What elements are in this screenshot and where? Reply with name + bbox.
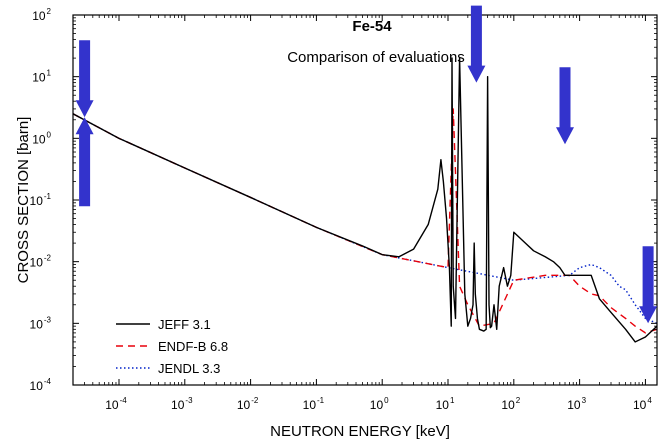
x-tick-label: 10-1 <box>303 396 325 412</box>
legend-label-jendl: JENDL 3.3 <box>158 361 220 376</box>
series-layer <box>73 57 657 343</box>
annotation-arrow-down <box>467 5 486 83</box>
series-line-jeff-3-1 <box>73 57 657 343</box>
y-tick-label: 10-1 <box>30 192 52 208</box>
legend-label-endf: ENDF-B 6.8 <box>158 339 228 354</box>
series-line-jendl-3-3 <box>73 113 657 324</box>
series-line-endf-b-6-8 <box>73 108 657 334</box>
chart-subtitle: Comparison of evaluations <box>287 49 465 66</box>
legend-label-jeff: JEFF 3.1 <box>158 317 211 332</box>
x-tick-label: 10-4 <box>105 396 127 412</box>
arrow-layer <box>75 5 658 324</box>
y-tick-label: 10-2 <box>30 254 52 270</box>
x-tick-label: 104 <box>633 396 652 412</box>
x-tick-label: 103 <box>567 396 586 412</box>
annotation-arrow-up <box>75 117 94 207</box>
y-tick-label: 100 <box>32 130 51 146</box>
chart-title: Fe-54 <box>352 18 392 35</box>
annotation-arrow-down <box>556 67 574 145</box>
y-tick-label: 101 <box>32 69 51 85</box>
y-tick-label: 102 <box>32 7 51 23</box>
y-tick-label: 10-3 <box>30 315 52 331</box>
y-axis-title: CROSS SECTION [barn] <box>15 117 32 284</box>
x-tick-label: 101 <box>436 396 455 412</box>
x-axis-title: NEUTRON ENERGY [keV] <box>270 423 450 440</box>
x-tick-label: 102 <box>501 396 520 412</box>
x-tick-label: 10-2 <box>237 396 259 412</box>
y-tick-label: 10-4 <box>30 377 52 393</box>
x-tick-label: 100 <box>370 396 389 412</box>
x-tick-label: 10-3 <box>171 396 193 412</box>
annotation-arrow-down <box>639 246 658 324</box>
annotation-arrow-down <box>75 40 94 118</box>
legend: JEFF 3.1 ENDF-B 6.8 JENDL 3.3 <box>116 317 228 376</box>
